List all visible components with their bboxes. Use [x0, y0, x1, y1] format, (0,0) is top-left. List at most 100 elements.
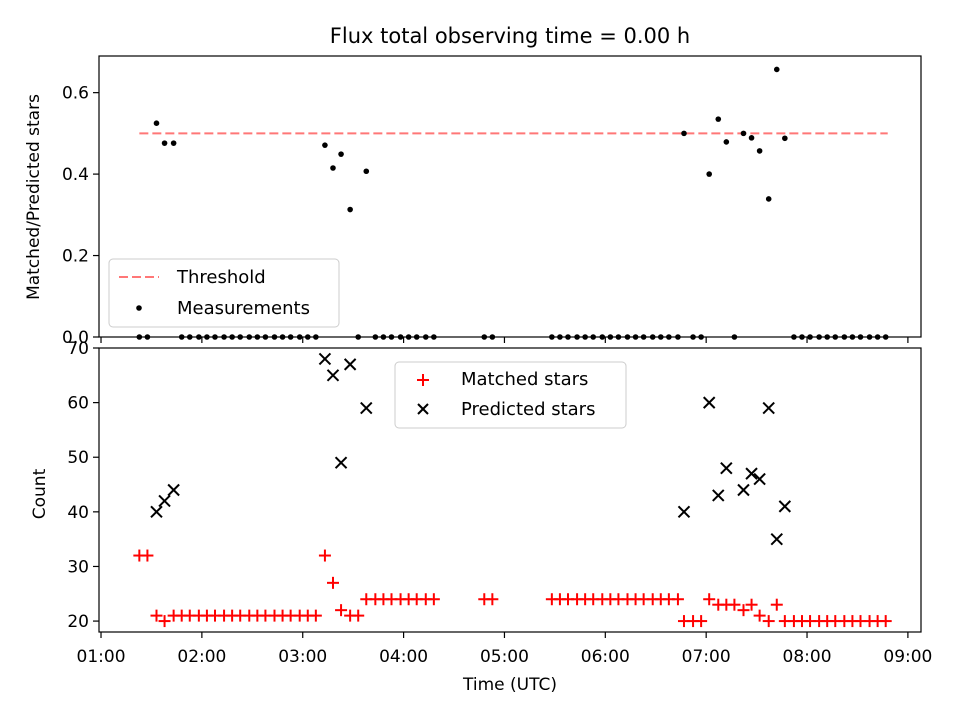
- predicted-star-point: [677, 505, 691, 519]
- top-y-tick-label: 0.0: [62, 328, 89, 348]
- bottom-panel: Count Time (UTC) 20 30 40 50 60 70 01:00 02:00…: [30, 339, 932, 695]
- x-tick-label: 06:00: [581, 647, 630, 667]
- top-chart-title: Flux total observing time = 0.00 h: [330, 24, 690, 48]
- measurements-legend-marker: [136, 305, 142, 311]
- bottom-y-tick-label: 20: [67, 612, 89, 632]
- predicted-star-point: [150, 505, 163, 519]
- matched-stars-legend-marker: [417, 374, 429, 386]
- threshold-legend-label: Threshold: [176, 267, 266, 288]
- predicted-star-point: [753, 472, 766, 486]
- top-panel: Flux total observing time = 0.00 h Match…: [24, 24, 922, 348]
- predicted-star-point: [702, 396, 716, 409]
- measurement-point: [170, 140, 177, 146]
- measurement-point: [681, 130, 687, 137]
- measurement-point: [161, 140, 168, 146]
- x-tick-label: 07:00: [682, 647, 731, 667]
- x-tick-label: 01:00: [77, 647, 126, 667]
- measurement-point: [363, 168, 370, 175]
- top-y-tick-label: 0.2: [62, 247, 89, 267]
- measurement-point: [322, 142, 328, 148]
- top-y-axis-label: Matched/Predicted stars: [24, 94, 44, 300]
- predicted-stars-legend-marker: [417, 403, 429, 415]
- measurement-point: [153, 120, 160, 126]
- matched-star-point: [695, 615, 708, 628]
- measurement-point: [330, 165, 336, 171]
- measurement-point: [706, 171, 712, 177]
- x-tick-label: 09:00: [883, 647, 932, 667]
- predicted-star-point: [762, 401, 775, 415]
- bottom-legend-box: [394, 361, 627, 429]
- measurement-point: [740, 130, 747, 137]
- measurements-legend-label: Measurements: [177, 298, 310, 319]
- top-y-tick-label: 0.4: [62, 165, 89, 185]
- matched-star-point: [309, 609, 322, 622]
- top-legend: Threshold Measurements: [108, 258, 340, 328]
- matched-star-point: [486, 593, 499, 606]
- x-tick-label: 08:00: [783, 647, 832, 667]
- predicted-star-point: [158, 494, 171, 508]
- predicted-star-point: [343, 358, 357, 371]
- measurement-point: [347, 206, 353, 213]
- measurement-point: [715, 116, 722, 122]
- measurement-point: [756, 148, 763, 154]
- measurement-point: [773, 66, 780, 73]
- predicted-star-point: [778, 500, 792, 513]
- x-axis-label: Time (UTC): [462, 675, 557, 695]
- matched-star-point: [335, 604, 348, 617]
- bottom-y-tick-label: 30: [67, 557, 89, 577]
- top-y-tick-label: 0.6: [62, 84, 89, 104]
- matched-star-point: [745, 598, 758, 611]
- x-tick-label: 03:00: [278, 647, 327, 667]
- measurement-point: [765, 196, 772, 202]
- measurement-point: [782, 135, 788, 142]
- x-tick-label: 02:00: [177, 647, 226, 667]
- matched-star-point: [427, 593, 440, 606]
- top-x-ticks: [100, 337, 909, 343]
- predicted-stars-legend-label: Predicted stars: [461, 399, 595, 420]
- predicted-star-point: [770, 532, 783, 546]
- measurement-point: [338, 151, 344, 157]
- bottom-plot-area: [133, 352, 892, 628]
- bottom-legend: Matched stars Predicted stars: [394, 361, 627, 429]
- matched-star-point: [879, 615, 892, 628]
- top-plot-area: [136, 66, 889, 340]
- x-tick-label: 04:00: [379, 647, 428, 667]
- measurement-point: [723, 139, 730, 145]
- bottom-y-tick-label: 50: [67, 448, 89, 468]
- predicted-star-point: [720, 461, 733, 475]
- bottom-axes-frame: [98, 347, 922, 633]
- matched-star-point: [150, 609, 163, 622]
- matched-star-point: [141, 549, 154, 562]
- bottom-y-axis-label: Count: [30, 468, 50, 519]
- matched-stars-legend-label: Matched stars: [461, 369, 588, 390]
- matched-star-point: [352, 609, 365, 622]
- matched-star-point: [671, 593, 684, 606]
- predicted-star-point: [167, 483, 180, 497]
- matched-star-point: [728, 598, 741, 611]
- matched-star-point: [158, 615, 171, 628]
- predicted-star-point: [745, 467, 758, 480]
- top-legend-box: [108, 258, 340, 328]
- bottom-y-tick-label: 60: [67, 394, 89, 414]
- predicted-star-point: [360, 401, 373, 415]
- predicted-star-point: [737, 483, 750, 497]
- matched-star-point: [318, 549, 331, 562]
- matched-star-point: [703, 593, 716, 606]
- top-axes-frame: [98, 55, 922, 338]
- matched-star-point: [762, 615, 775, 628]
- matched-star-point: [753, 609, 766, 622]
- bottom-x-ticks: 01:00 02:00 03:00 04:00 05:00 06:00 07:00 08:00…: [77, 632, 932, 667]
- bottom-y-tick-label: 40: [67, 503, 89, 523]
- bottom-y-ticks: 20 30 40 50 60 70: [67, 339, 99, 632]
- matched-star-point: [737, 604, 750, 617]
- measurement-point: [748, 135, 755, 141]
- top-y-ticks: 0.0 0.2 0.4 0.6: [62, 84, 99, 348]
- predicted-star-point: [326, 369, 340, 382]
- predicted-star-point: [334, 456, 348, 469]
- predicted-star-point: [318, 352, 332, 366]
- x-tick-label: 05:00: [480, 647, 529, 667]
- matched-star-point: [326, 576, 339, 589]
- bottom-y-tick-label: 70: [67, 339, 89, 359]
- matched-star-point: [770, 598, 783, 611]
